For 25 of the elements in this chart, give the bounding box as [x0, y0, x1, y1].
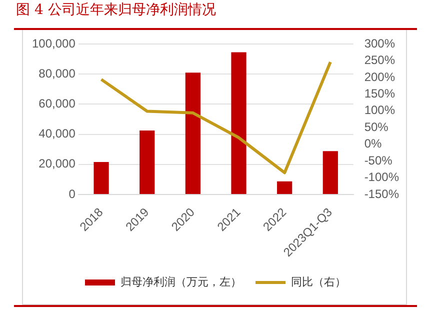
y2-tick-label: 100% [364, 103, 396, 118]
y2-tick-label: 50% [364, 120, 389, 134]
bar [277, 181, 292, 194]
y2-tick-label: 250% [364, 53, 396, 68]
y-tick-label: 60,000 [38, 96, 76, 111]
y2-tick-label: -150% [364, 186, 400, 201]
bar [140, 130, 155, 194]
y2-tick-label: -50% [364, 153, 393, 168]
bar [231, 52, 246, 194]
legend-label: 同比（右） [291, 275, 346, 288]
y-tick-label: 40,000 [38, 126, 76, 141]
y-tick-label: 20,000 [38, 156, 76, 171]
y-tick-label: 0 [68, 186, 76, 201]
y2-tick-label: 0% [364, 136, 382, 151]
chart-title: 图 4 公司近年来归母净利润情况 [16, 1, 216, 19]
y-tick-label: 80,000 [38, 66, 76, 80]
y-tick-label: 100,000 [32, 36, 76, 50]
legend-label: 归母净利润（万元，左） [120, 275, 242, 288]
y2-tick-label: -100% [364, 170, 400, 184]
bar [94, 162, 109, 194]
bar [185, 72, 200, 194]
y2-tick-label: 300% [364, 36, 396, 50]
y2-tick-label: 200% [364, 70, 396, 84]
bar [322, 151, 338, 194]
y2-tick-label: 150% [364, 86, 396, 100]
